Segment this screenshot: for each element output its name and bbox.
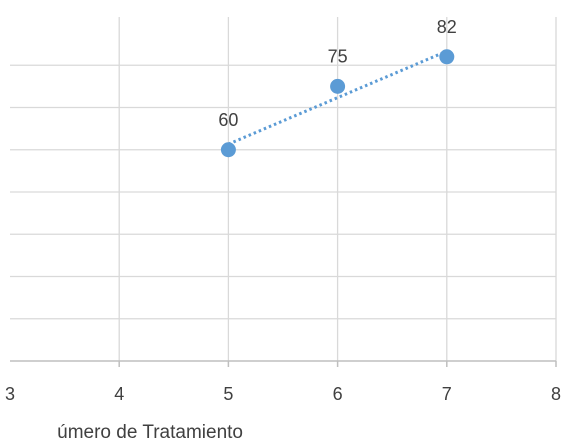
data-labels: 60 75 82 (218, 17, 456, 130)
x-axis (10, 360, 557, 367)
data-label: 82 (437, 17, 457, 37)
trendline-group (227, 49, 448, 146)
x-tick-label: 3 (5, 384, 15, 404)
data-point (439, 49, 455, 65)
data-label: 75 (328, 46, 348, 66)
x-tick-label: 6 (333, 384, 343, 404)
x-tick-label: 7 (442, 384, 452, 404)
data-point (330, 78, 346, 94)
x-tick-label: 5 (223, 384, 233, 404)
trendline (227, 49, 448, 146)
x-axis-title-text: úmero de Tratamiento (57, 422, 243, 443)
x-tick-label: 4 (114, 384, 124, 404)
data-point (220, 142, 236, 158)
x-tick-labels: 3 4 5 6 7 8 (5, 384, 561, 404)
data-points (220, 49, 455, 158)
x-axis-title: úmero de Tratamiento (0, 420, 300, 446)
x-tick-label: 8 (551, 384, 561, 404)
data-label: 60 (218, 110, 238, 130)
gridlines (10, 17, 557, 361)
